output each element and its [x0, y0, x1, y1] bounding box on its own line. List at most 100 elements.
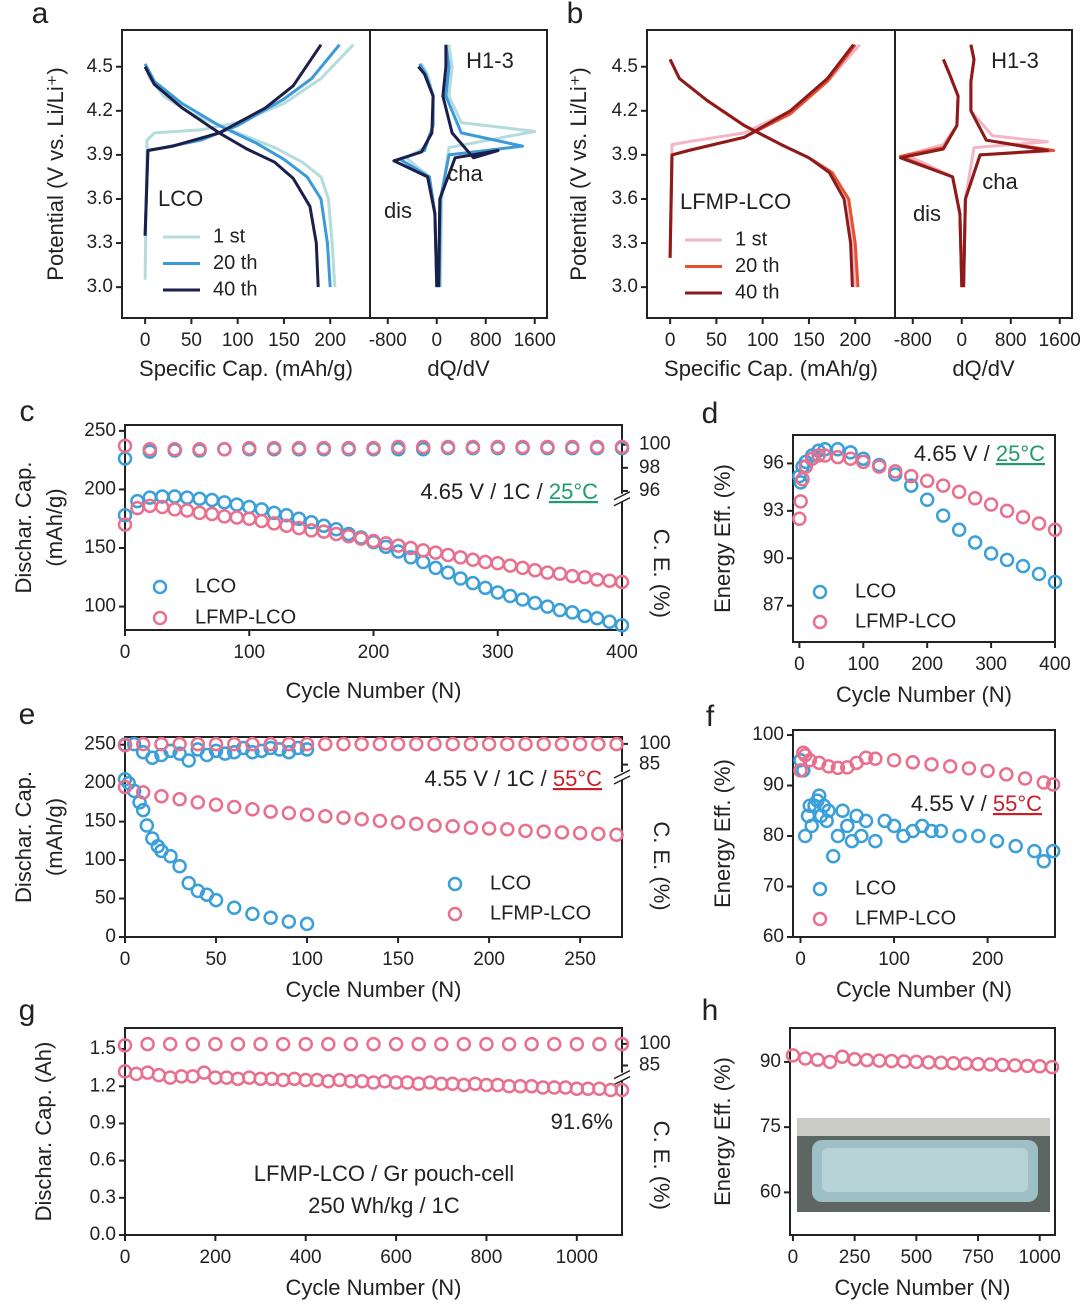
data-point: [263, 736, 278, 752]
photo-inset: [797, 1118, 1050, 1212]
x-tick-label: 1000: [1019, 1247, 1061, 1268]
data-point: [366, 1036, 381, 1052]
y-tick-label: 4.2: [87, 100, 113, 121]
data-point: [958, 1056, 973, 1071]
data-point: [154, 788, 169, 804]
legend-title: LFMP-LCO: [680, 189, 791, 214]
x-axis-label: Cycle Number (N): [836, 682, 1012, 707]
data-point: [299, 736, 315, 752]
data-point: [886, 818, 902, 834]
data-point: [208, 743, 224, 759]
data-line: [899, 44, 1049, 288]
x-axis-label: Specific Cap. (mAh/g): [664, 356, 878, 381]
data-point: [524, 1036, 539, 1052]
data-point: [242, 440, 257, 456]
data-point: [552, 602, 568, 618]
data-point: [999, 767, 1014, 782]
legend-label: LCO: [490, 872, 531, 894]
x-tick-label: 0: [788, 1247, 799, 1268]
x-tick-label: 200: [839, 330, 871, 351]
annotation: dis: [913, 201, 941, 226]
data-point: [281, 914, 297, 929]
data-point: [142, 442, 158, 457]
data-point: [554, 825, 570, 840]
annotation-part: 55°C: [553, 766, 602, 791]
data-point: [793, 494, 808, 509]
data-point: [481, 821, 497, 836]
annotation-part: 4.55 V /: [911, 791, 993, 816]
data-point: [490, 555, 505, 571]
data-point: [884, 1053, 899, 1069]
data-point: [291, 440, 307, 456]
x-tick-label: 400: [606, 642, 638, 663]
x-tick-label: 1600: [514, 330, 556, 351]
plot-frame: [792, 729, 1056, 938]
data-point: [172, 746, 187, 761]
data-point: [518, 823, 533, 839]
data-point: [970, 1056, 986, 1072]
axis-break: [613, 1075, 631, 1086]
data-point: [577, 570, 592, 585]
panel-label: d: [702, 397, 719, 430]
panel-label: f: [706, 700, 715, 733]
legend-label: LFMP-LCO: [195, 606, 296, 628]
data-line: [143, 43, 323, 288]
data-point: [802, 753, 818, 768]
data-point: [1008, 838, 1023, 854]
x-axis-label: dQ/dV: [952, 356, 1015, 381]
y-tick-label: 90: [763, 775, 784, 796]
data-point: [1045, 777, 1061, 792]
data-point: [903, 468, 919, 484]
legend-label: 1 st: [735, 228, 768, 250]
data-point: [967, 535, 983, 550]
y-tick-label: 87: [763, 595, 784, 616]
data-point: [135, 802, 151, 818]
x-tick-label: 250: [564, 949, 596, 970]
data-point: [415, 439, 431, 455]
x-tick-label: 100: [878, 949, 910, 970]
data-point: [226, 736, 242, 752]
data-point: [569, 1036, 585, 1052]
legend-label: LCO: [855, 580, 896, 602]
data-point: [830, 760, 846, 776]
data-point: [840, 818, 855, 834]
data-point: [445, 736, 460, 752]
data-point: [316, 440, 332, 456]
data-point: [859, 1052, 875, 1068]
data-point: [785, 1048, 801, 1063]
data-point: [527, 595, 543, 611]
data-point: [835, 803, 850, 819]
plot-frame: [792, 434, 1056, 643]
data-point: [117, 517, 133, 532]
legend-swatch: [447, 906, 463, 922]
data-point: [391, 439, 406, 455]
panel-label: b: [567, 0, 584, 30]
data-point: [208, 797, 224, 812]
data-point: [217, 442, 232, 457]
data-point: [540, 599, 555, 614]
y-tick-label: 0.6: [90, 1150, 116, 1171]
data-point: [204, 506, 220, 522]
y-axis-label: (mAh/g): [42, 488, 67, 566]
data-point: [995, 1057, 1010, 1073]
data-point: [162, 1036, 178, 1052]
y-tick-label: 1.5: [90, 1038, 116, 1059]
axis-break: [613, 491, 631, 501]
data-point: [167, 502, 182, 517]
x-tick-label: 200: [911, 654, 943, 675]
x-tick-label: 0: [794, 654, 805, 675]
data-point: [1015, 509, 1031, 525]
data-point: [172, 736, 187, 752]
data-point: [299, 807, 315, 822]
y-axis-label: Energy Eff. (%): [710, 464, 735, 613]
annotation-part: 4.55 V / 1C /: [424, 766, 552, 791]
data-point: [896, 1054, 912, 1069]
data-point: [924, 823, 939, 839]
data-point: [181, 875, 196, 891]
y-tick-label: 0.3: [90, 1187, 116, 1208]
x-tick-label: 0: [120, 642, 131, 663]
x-axis-label: Cycle Number (N): [834, 1275, 1010, 1300]
annotation: LFMP-LCO / Gr pouch-cell: [254, 1161, 514, 1186]
y-tick-label: 70: [763, 876, 784, 897]
